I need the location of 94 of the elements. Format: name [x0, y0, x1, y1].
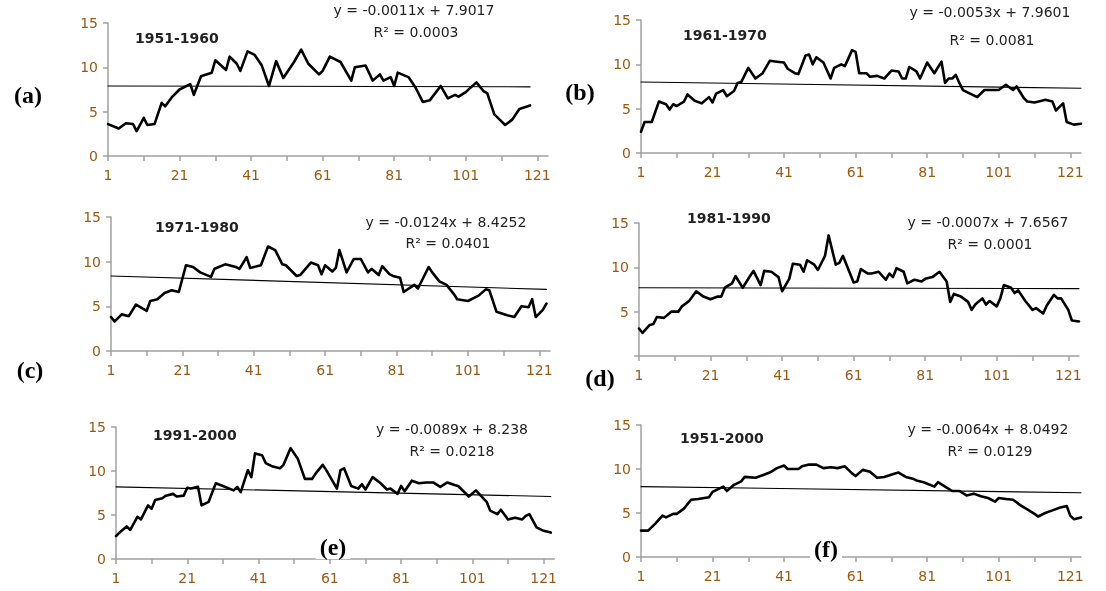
y-tick-label: 5: [622, 100, 631, 117]
annotation: R² = 0.0401: [405, 235, 491, 251]
text: 1961-1970: [683, 27, 767, 43]
text: (a): [14, 82, 42, 108]
text: 1951-1960: [135, 30, 219, 46]
annotation: R² = 0.0218: [409, 443, 495, 459]
annotation: R² = 0.0129: [947, 443, 1033, 459]
annotation: R² = 0.0081: [949, 32, 1035, 48]
x-tick-label: 21: [701, 367, 720, 383]
y-tick-label: 10: [613, 56, 631, 73]
x-tick-label: 61: [846, 164, 865, 180]
x-tick-label: 81: [385, 167, 404, 183]
x-tick-label: 121: [1054, 367, 1082, 383]
x-tick-label: 21: [703, 568, 722, 584]
x-tick-label: 1: [634, 367, 644, 383]
annotation: y = -0.0007x + 7.6567: [907, 214, 1069, 230]
line-series: [114, 446, 553, 538]
x-tick-label: 61: [316, 362, 335, 378]
y-tick-label: 10: [83, 253, 101, 270]
x-tick-label: 101: [985, 164, 1013, 180]
y-tick-label: 15: [83, 209, 101, 225]
chart-title: 1981-1990: [687, 210, 771, 226]
x-tick-label: 121: [1056, 568, 1084, 584]
x-tick-label: 121: [523, 167, 551, 183]
line-series: [639, 463, 1083, 532]
x-tick-label: 1: [636, 164, 646, 180]
x-tick-label: 41: [249, 570, 268, 586]
annotation: y = -0.0064x + 8.0492: [907, 421, 1069, 437]
annotation: y = -0.0124x + 8.4252: [365, 214, 527, 230]
y-tick-label: 15: [611, 215, 629, 231]
y-tick-label: 15: [88, 419, 106, 435]
x-tick-label: 21: [178, 570, 197, 586]
text: y = -0.0011x + 7.9017: [333, 2, 495, 18]
y-tick-label: 0: [622, 549, 631, 565]
x-tick-label: 41: [244, 362, 263, 378]
x-tick-label: 41: [242, 167, 260, 183]
x-tick-label: 41: [775, 568, 793, 584]
annotation: (e): [319, 534, 347, 560]
x-tick-label: 61: [320, 570, 339, 586]
y-tick-label: 5: [97, 507, 106, 523]
x-tick-label: 21: [173, 362, 192, 378]
x-tick-label: 61: [313, 167, 332, 183]
x-tick-label: 121: [1056, 164, 1084, 180]
y-tick-label: 0: [622, 145, 631, 161]
y-tick-label: 0: [97, 551, 106, 567]
x-tick-label: 21: [170, 167, 189, 183]
y-tick-label: 0: [89, 148, 98, 164]
y-tick-label: 15: [613, 417, 631, 433]
y-tick-label: 5: [622, 505, 631, 521]
x-tick-label: 121: [530, 570, 558, 586]
x-tick-label: 101: [985, 568, 1013, 584]
y-tick-label: 5: [92, 298, 101, 315]
x-tick-label: 1: [106, 362, 116, 378]
x-tick-label: 81: [918, 164, 937, 180]
text: (b): [565, 79, 595, 105]
chart-title: 1971-1980: [155, 219, 239, 235]
x-tick-label: 121: [525, 362, 553, 378]
x-tick-label: 81: [916, 367, 935, 383]
annotation: R² = 0.0003: [373, 24, 459, 40]
y-tick-label: 15: [613, 12, 631, 28]
text: y = -0.0053x + 7.9601: [909, 4, 1071, 20]
y-tick-label: 5: [620, 303, 629, 320]
x-tick-label: 41: [773, 367, 791, 383]
x-tick-label: 101: [459, 570, 486, 586]
annotation: (f): [814, 536, 838, 562]
x-tick-label: 61: [844, 367, 863, 383]
chart-title: 1991-2000: [153, 427, 237, 443]
x-tick-label: 101: [983, 367, 1011, 383]
x-tick-label: 101: [454, 362, 482, 378]
x-tick-label: 1: [103, 167, 113, 183]
y-tick-label: 10: [613, 461, 631, 477]
text: (d): [585, 365, 615, 391]
x-tick-label: 1: [111, 570, 121, 586]
y-tick-label: 5: [89, 103, 98, 120]
x-tick-label: 1: [636, 568, 646, 584]
y-tick-label: 0: [92, 343, 101, 359]
line-series: [106, 48, 532, 133]
x-tick-label: 81: [918, 568, 937, 584]
line-series: [637, 234, 1081, 335]
x-tick-label: 21: [703, 164, 722, 180]
y-tick-label: 10: [611, 259, 629, 276]
x-tick-label: 81: [387, 362, 406, 378]
x-tick-label: 61: [846, 568, 865, 584]
x-tick-label: 81: [392, 570, 411, 586]
y-tick-label: 10: [88, 463, 106, 479]
chart-title: 1951-2000: [680, 430, 764, 446]
annotation: y = -0.0089x + 8.238: [376, 421, 528, 437]
x-tick-label: 41: [775, 164, 793, 180]
line-series: [639, 48, 1083, 134]
y-tick-label: 10: [80, 59, 98, 76]
x-tick-label: 101: [452, 167, 480, 183]
y-tick-label: 15: [80, 15, 98, 31]
text: (c): [16, 357, 44, 383]
annotation: R² = 0.0001: [947, 236, 1033, 252]
